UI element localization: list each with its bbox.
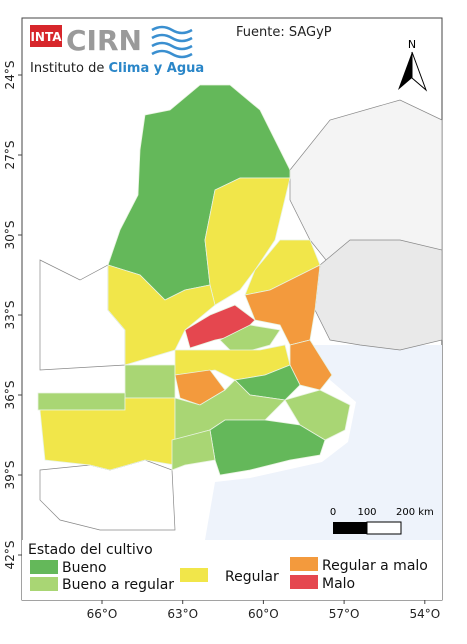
north-label: N [408, 38, 416, 51]
legend-label: Regular [225, 569, 279, 585]
axes: 24°S 27°S 30°S 33°S 36°S 39°S 42°S 66°O 63°O 60°O… [3, 61, 440, 621]
lat-label: 30°S [3, 221, 17, 250]
region [209, 419, 326, 476]
lon-label: 60°O [248, 607, 279, 621]
logo-subtitle: Instituto de Clima y Agua [30, 61, 204, 76]
legend-swatch [30, 560, 58, 574]
lat-label: 27°S [3, 141, 17, 170]
logo-waves [151, 25, 193, 59]
source: Fuente: SAGyP [236, 25, 332, 40]
lon-label: 54°O [409, 607, 440, 621]
neighbor-country [314, 239, 443, 351]
legend-swatch [290, 557, 318, 571]
legend-swatch [290, 575, 318, 589]
lat-label: 42°S [3, 541, 17, 570]
legend-title: Estado del cultivo [28, 542, 153, 558]
lon-label: 63°O [167, 607, 198, 621]
legend-label: Malo [322, 576, 355, 592]
legend-label: Bueno a regular [62, 577, 174, 593]
legend-swatch [30, 577, 58, 591]
logo-cirn: CIRN [66, 24, 142, 57]
legend-box [22, 540, 442, 600]
region [37, 392, 126, 411]
lat-label: 24°S [3, 61, 17, 90]
scale-label: 0 [330, 507, 336, 518]
region [107, 264, 216, 366]
region [39, 397, 176, 471]
legend-label: Bueno [62, 560, 107, 576]
regions [37, 84, 351, 476]
lon-label: 66°O [87, 607, 118, 621]
lon-label: 57°O [329, 607, 360, 621]
logo-inta: INTA [30, 30, 62, 44]
legend-swatch [180, 568, 208, 582]
logo-subtitle-highlight: Clima y Agua [108, 61, 204, 76]
lat-label: 36°S [3, 381, 17, 410]
region [124, 364, 176, 399]
north-arrow [411, 51, 428, 92]
legend-label: Regular a malo [322, 558, 428, 574]
lat-label: 39°S [3, 461, 17, 490]
logo-badge [30, 25, 62, 47]
region [171, 429, 216, 471]
scale-label: 100 [357, 507, 376, 518]
scale-bar [333, 522, 367, 534]
region [204, 177, 291, 306]
scale-bar [366, 521, 402, 535]
lat-label: 33°S [3, 301, 17, 330]
scale-label: 200 km [396, 507, 434, 518]
region [244, 264, 321, 346]
ocean [205, 345, 442, 540]
north-arrow [398, 52, 412, 90]
province-nodata [39, 459, 176, 531]
logo-subtitle-prefix: Instituto de [30, 61, 104, 76]
